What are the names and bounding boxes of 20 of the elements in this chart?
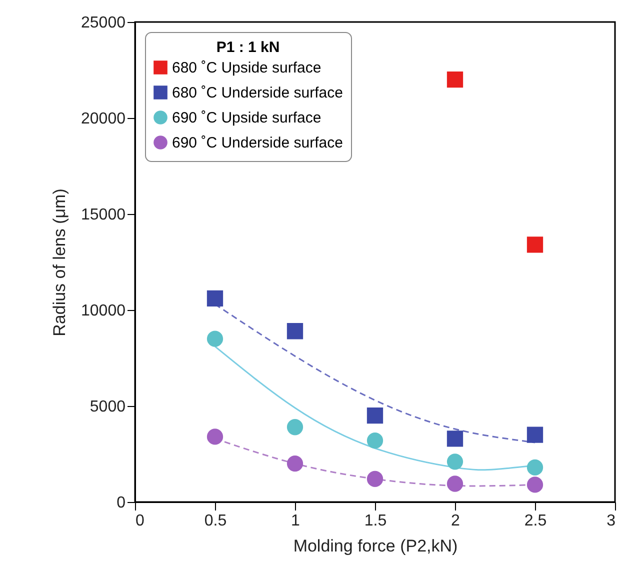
x-tick-label: 1 <box>291 512 300 530</box>
x-tick-label: 0.5 <box>204 512 227 530</box>
legend-label: 680 ˚C Upside surface <box>172 60 322 76</box>
x-tick-label: 0 <box>136 512 144 530</box>
y-axis-title: Radius of lens (μm) <box>50 188 70 336</box>
x-tick-label: 2 <box>451 512 460 530</box>
y-tick-label: 5000 <box>90 398 126 416</box>
legend-label: 680 ˚C Underside surface <box>172 84 343 102</box>
legend-label: 690 ˚C Upside surface <box>172 110 322 126</box>
y-tick-label: 0 <box>116 494 126 512</box>
x-tick-label: 3 <box>606 512 616 530</box>
y-tick-label: 25000 <box>81 14 126 32</box>
x-axis-title: Molding force (P2,kN) <box>293 536 458 556</box>
y-tick-label: 10000 <box>81 302 126 320</box>
y-tick-label: 15000 <box>81 206 126 224</box>
legend-title: P1 : 1 kN <box>216 39 280 56</box>
x-tick-label: 1.5 <box>364 512 387 530</box>
x-tick-label: 2.5 <box>524 512 547 530</box>
y-tick-label: 20000 <box>81 110 126 128</box>
legend-label: 690 ˚C Underside surface <box>172 134 343 152</box>
